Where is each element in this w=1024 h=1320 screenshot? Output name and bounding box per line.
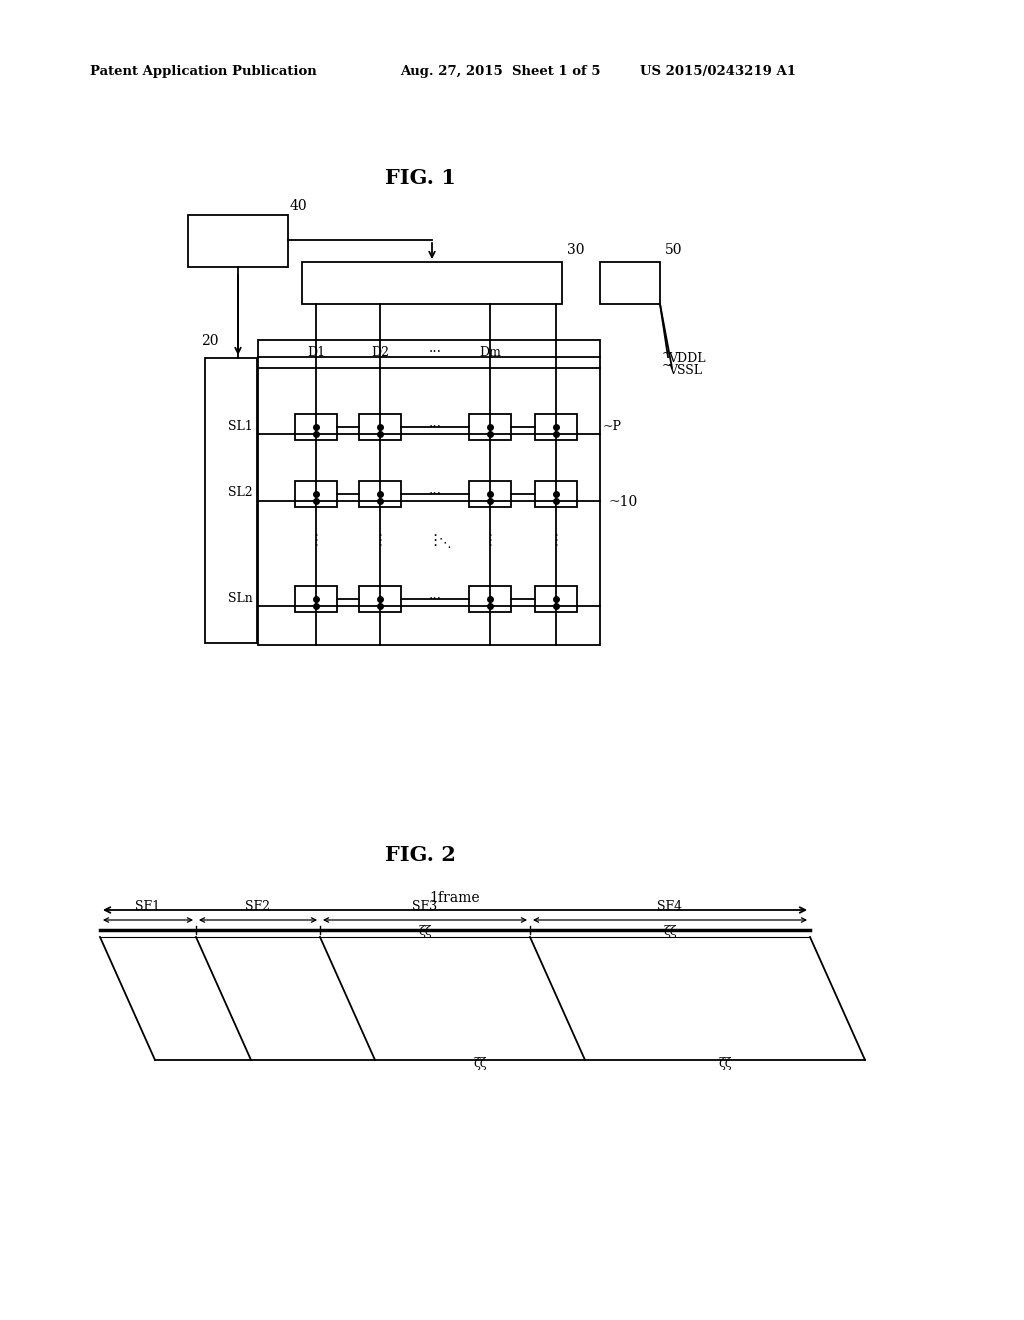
Bar xyxy=(469,480,511,507)
Text: SL1: SL1 xyxy=(228,420,253,433)
Bar xyxy=(535,586,577,612)
Text: ⋮: ⋮ xyxy=(373,532,388,548)
Text: ζζ: ζζ xyxy=(718,1056,732,1069)
Text: SF4: SF4 xyxy=(657,900,683,913)
Text: Aug. 27, 2015  Sheet 1 of 5: Aug. 27, 2015 Sheet 1 of 5 xyxy=(400,66,600,78)
Text: ···: ··· xyxy=(428,420,441,434)
Bar xyxy=(295,414,337,440)
Text: Patent Application Publication: Patent Application Publication xyxy=(90,66,316,78)
Text: ~P: ~P xyxy=(603,421,622,433)
Bar xyxy=(295,586,337,612)
Text: ⋱: ⋱ xyxy=(438,536,452,549)
Text: 50: 50 xyxy=(665,243,683,257)
Text: ζζ: ζζ xyxy=(473,1056,486,1069)
Bar xyxy=(535,480,577,507)
Text: FIG. 1: FIG. 1 xyxy=(385,168,456,187)
Text: ···: ··· xyxy=(428,487,441,502)
Text: ζζ: ζζ xyxy=(664,924,677,937)
Bar xyxy=(205,358,257,643)
Bar xyxy=(535,414,577,440)
Bar xyxy=(258,341,600,645)
Text: Dm: Dm xyxy=(479,346,501,359)
Bar xyxy=(359,586,401,612)
Text: FIG. 2: FIG. 2 xyxy=(385,845,456,865)
Text: SF2: SF2 xyxy=(246,900,270,913)
Text: ⋮: ⋮ xyxy=(482,532,498,548)
Text: SLn: SLn xyxy=(228,591,253,605)
Bar xyxy=(359,480,401,507)
Text: ···: ··· xyxy=(428,591,441,606)
Bar xyxy=(302,261,562,304)
Text: ~: ~ xyxy=(662,346,673,359)
Text: VSSL: VSSL xyxy=(668,364,702,378)
Text: ⋮: ⋮ xyxy=(549,532,563,548)
Text: US 2015/0243219 A1: US 2015/0243219 A1 xyxy=(640,66,796,78)
Bar xyxy=(600,261,660,304)
Text: 1frame: 1frame xyxy=(430,891,480,906)
Bar xyxy=(295,480,337,507)
Text: VDDL: VDDL xyxy=(668,351,706,364)
Text: ~: ~ xyxy=(662,359,673,371)
Bar xyxy=(469,414,511,440)
Bar xyxy=(188,215,288,267)
Text: ···: ··· xyxy=(428,345,441,359)
Text: 30: 30 xyxy=(567,243,585,257)
Text: SF1: SF1 xyxy=(135,900,161,913)
Bar xyxy=(469,586,511,612)
Text: D2: D2 xyxy=(371,346,389,359)
Text: 40: 40 xyxy=(290,199,307,213)
Bar xyxy=(359,414,401,440)
Text: 20: 20 xyxy=(202,334,219,348)
Text: SF3: SF3 xyxy=(413,900,437,913)
Text: ⋮: ⋮ xyxy=(427,532,442,548)
Text: D1: D1 xyxy=(307,346,325,359)
Text: SL2: SL2 xyxy=(228,487,253,499)
Text: ζζ: ζζ xyxy=(418,924,432,937)
Text: ~10: ~10 xyxy=(608,495,637,510)
Text: ⋮: ⋮ xyxy=(308,532,324,548)
